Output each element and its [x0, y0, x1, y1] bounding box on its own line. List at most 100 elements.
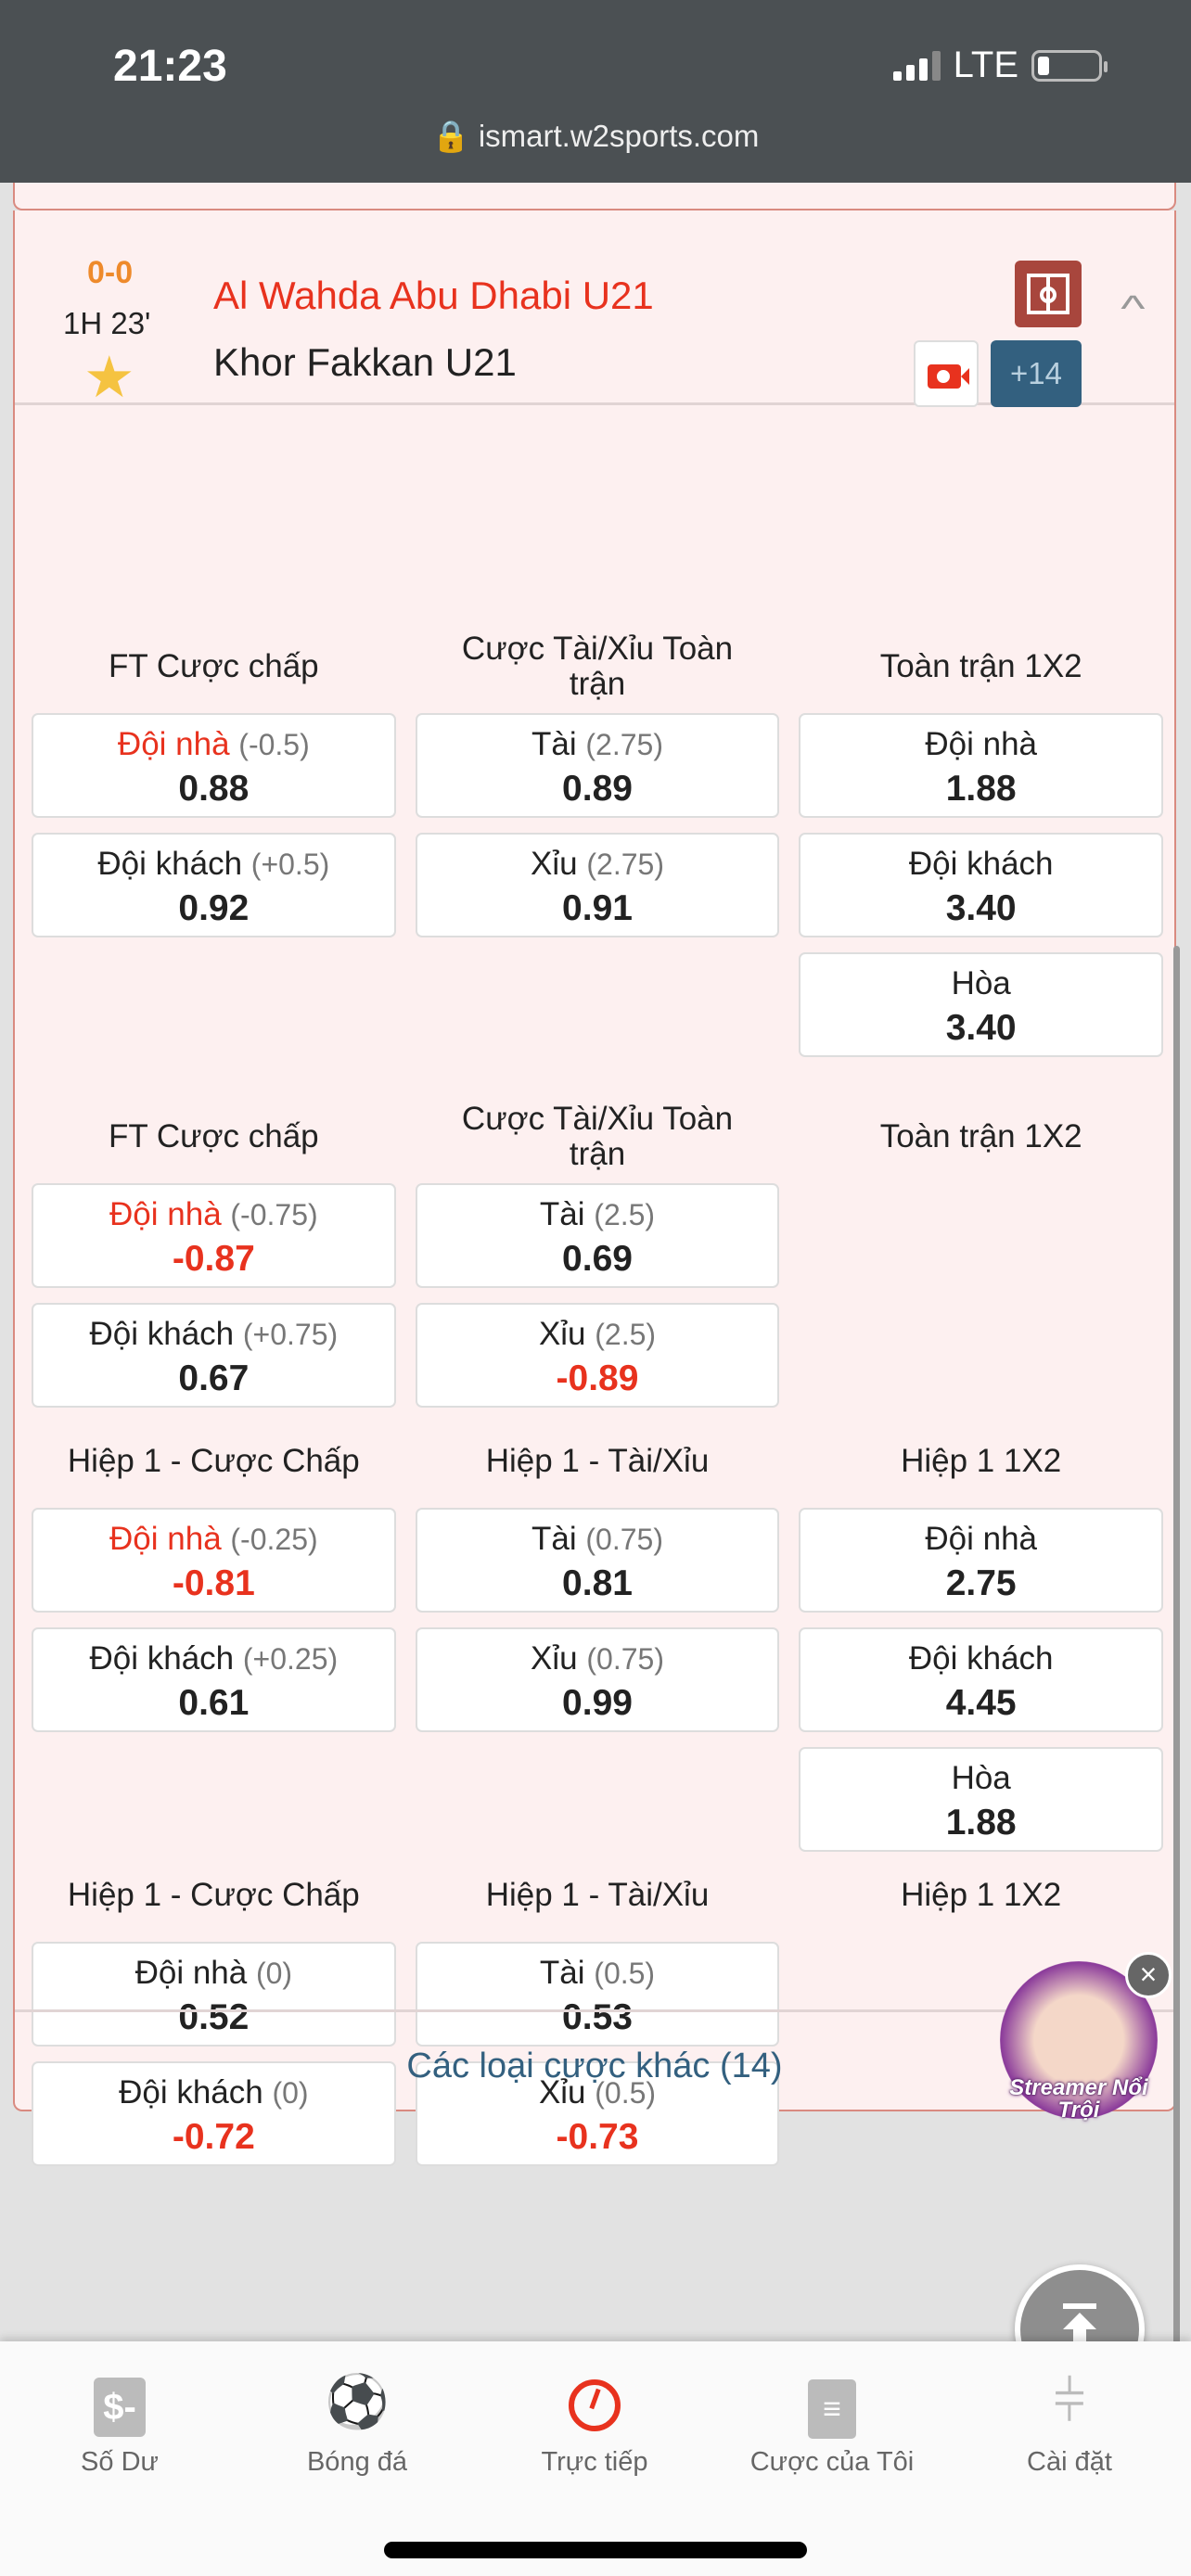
- odds-value: 0.91: [562, 888, 633, 928]
- odds-value: 3.40: [945, 888, 1017, 928]
- selection-line: (0.75): [586, 1642, 664, 1676]
- more-markets-badge[interactable]: +14: [991, 340, 1082, 407]
- odds-button[interactable]: Hòa 3.40: [799, 952, 1164, 1057]
- odds-value: 0.67: [178, 1358, 250, 1398]
- signal-icon: [892, 50, 941, 81]
- market-title: FT Cược chấp: [109, 1118, 319, 1154]
- nav-label: Bóng đá: [306, 2447, 408, 2477]
- scrollbar[interactable]: [1173, 946, 1180, 2429]
- odds-button[interactable]: Đội khách (+0.5) 0.92: [32, 833, 396, 937]
- odds-button[interactable]: Đội khách (+0.25) 0.61: [32, 1627, 396, 1732]
- selection-name: Tài: [539, 1196, 585, 1232]
- selection-name: Đội khách: [908, 846, 1054, 882]
- odds-label: Đội nhà: [800, 726, 1161, 763]
- pitch-stats-icon[interactable]: [1015, 261, 1082, 327]
- nav-label: Trực tiếp: [541, 2447, 648, 2477]
- odds-button[interactable]: Đội khách (+0.75) 0.67: [32, 1303, 396, 1408]
- battery-icon: [1031, 49, 1108, 82]
- market-row: Hiệp 1 - Cược Chấp Đội nhà (0) 0.52 Đội khá…: [32, 1849, 1163, 2181]
- odds-button[interactable]: Đội nhà 1.88: [799, 713, 1164, 818]
- nav-item[interactable]: $- Số Dư: [1, 2369, 238, 2478]
- market-title: Hiệp 1 - Tài/Xỉu: [485, 1877, 710, 1913]
- odds-button[interactable]: Xỉu (0.5) -0.73: [415, 2061, 780, 2166]
- market-column: Toàn trận 1X2 Đội nhà 1.88 Đội khách 3.40 H…: [799, 620, 1164, 1072]
- odds-value: -0.87: [172, 1239, 255, 1279]
- live-video-icon[interactable]: [914, 340, 979, 407]
- selection-name: Đội khách: [89, 1640, 235, 1677]
- odds-label: Đội nhà (-0.25): [33, 1521, 394, 1558]
- divider: [15, 2009, 1174, 2012]
- nav-item[interactable]: ⫩ Cài đặt: [951, 2369, 1188, 2478]
- address-bar[interactable]: 🔒 ismart.w2sports.com: [431, 119, 760, 153]
- odds-button[interactable]: Tài (2.75) 0.89: [415, 713, 780, 818]
- selection-name: Đội nhà: [925, 726, 1037, 762]
- market-row: FT Cược chấp Đội nhà (-0.5) 0.88 Đội khách …: [32, 620, 1164, 1072]
- live-gauge-icon: [476, 2369, 713, 2434]
- odds-label: Xỉu (2.5): [417, 1316, 778, 1353]
- market-title: FT Cược chấp: [109, 648, 319, 684]
- market-column: Hiệp 1 1X2: [799, 1849, 1163, 2181]
- odds-value: 2.75: [945, 1563, 1017, 1603]
- market-row: Hiệp 1 - Cược Chấp Đội nhà (-0.25) -0.81 Độ…: [32, 1415, 1164, 1867]
- other-bets-link[interactable]: Các loại cược khác (14): [406, 2047, 783, 2085]
- odds-value: 0.61: [178, 1683, 250, 1723]
- odds-label: Đội khách (+0.5): [33, 846, 394, 883]
- nav-item[interactable]: ≡ Cược của Tôi: [713, 2369, 951, 2478]
- odds-button[interactable]: Xỉu (0.75) 0.99: [415, 1627, 780, 1732]
- odds-value: 0.89: [562, 769, 633, 809]
- close-icon[interactable]: ×: [1125, 1952, 1172, 1998]
- odds-label: Xỉu (2.75): [417, 846, 778, 883]
- selection-line: (2.75): [585, 728, 663, 761]
- odds-button[interactable]: Đội nhà (0) 0.52: [32, 1942, 396, 2047]
- odds-button[interactable]: Tài (0.5) 0.53: [415, 1942, 780, 2047]
- odds-button[interactable]: Xỉu (2.75) 0.91: [415, 833, 780, 937]
- odds-button[interactable]: Đội khách 4.45: [799, 1627, 1164, 1732]
- odds-label: Đội nhà (-0.5): [33, 726, 394, 763]
- nav-item[interactable]: Trực tiếp: [476, 2369, 713, 2478]
- market-title: Hiệp 1 1X2: [901, 1443, 1062, 1479]
- odds-button[interactable]: Hòa 1.88: [799, 1747, 1164, 1852]
- nav-item[interactable]: ⚽ Bóng đá: [238, 2369, 476, 2478]
- nav-label: Số Dư: [81, 2447, 159, 2477]
- odds-label: Hòa: [800, 1760, 1161, 1797]
- odds-button[interactable]: Đội nhà (-0.5) 0.88: [32, 713, 396, 818]
- selection-name: Xỉu: [538, 2074, 586, 2111]
- favorite-star-icon[interactable]: ★: [83, 346, 135, 410]
- odds-button[interactable]: Tài (0.75) 0.81: [415, 1508, 780, 1613]
- selection-line: (2.75): [586, 848, 664, 881]
- streamer-ad[interactable]: Streamer Nổi Trội ×: [991, 1952, 1176, 2128]
- selection-line: (0): [255, 1957, 293, 1990]
- match-clock: 1H 23': [63, 306, 151, 340]
- match-header[interactable]: 0-0 1H 23' ★ Al Wahda Abu Dhabi U21 Khor…: [15, 210, 1174, 410]
- selection-name: Tài: [531, 1521, 577, 1557]
- odds-button[interactable]: Đội khách (0) -0.72: [32, 2061, 396, 2166]
- odds-button[interactable]: Đội nhà 2.75: [799, 1508, 1164, 1613]
- notebook-icon: ≡: [713, 2369, 951, 2439]
- selection-line: (0.5): [595, 2076, 657, 2110]
- selection-name: Hòa: [951, 1760, 1011, 1796]
- selection-name: Đội nhà: [117, 726, 230, 762]
- odds-button[interactable]: Đội nhà (-0.75) -0.87: [32, 1183, 396, 1288]
- odds-button[interactable]: Tài (2.5) 0.69: [415, 1183, 780, 1288]
- market-column: Hiệp 1 - Tài/Xỉu Tài (0.75) 0.81 Xỉu (0.75)…: [415, 1415, 780, 1867]
- odds-label: Đội khách (+0.75): [33, 1316, 394, 1353]
- selection-name: Đội nhà: [134, 1955, 248, 1991]
- odds-value: -0.72: [172, 2117, 255, 2157]
- selection-line: (2.5): [594, 1198, 656, 1231]
- market-column: FT Cược chấp Đội nhà (-0.5) 0.88 Đội khách …: [32, 620, 396, 1072]
- odds-value: 0.92: [178, 888, 250, 928]
- market-column: FT Cược chấp Đội nhà (-0.75) -0.87 Đội khác…: [32, 1090, 396, 1422]
- selection-line: (0): [272, 2076, 309, 2110]
- nav-label: Cược của Tôi: [749, 2447, 915, 2477]
- odds-button[interactable]: Đội khách 3.40: [799, 833, 1164, 937]
- odds-value: 0.52: [178, 1997, 250, 2037]
- odds-value: -0.73: [556, 2117, 639, 2157]
- selection-name: Đội nhà: [109, 1196, 222, 1232]
- selection-name: Đội khách: [97, 846, 243, 882]
- odds-button[interactable]: Xỉu (2.5) -0.89: [415, 1303, 780, 1408]
- market-row: FT Cược chấp Đội nhà (-0.75) -0.87 Đội khác…: [32, 1090, 1163, 1422]
- market-column: Hiệp 1 1X2 Đội nhà 2.75 Đội khách 4.45 Hòa …: [799, 1415, 1164, 1867]
- odds-button[interactable]: Đội nhà (-0.25) -0.81: [32, 1508, 396, 1613]
- market-column: Cược Tài/Xỉu Toàn trận Tài (2.5) 0.69 Xỉu (…: [415, 1090, 780, 1422]
- chevron-up-icon[interactable]: ^: [1121, 288, 1146, 329]
